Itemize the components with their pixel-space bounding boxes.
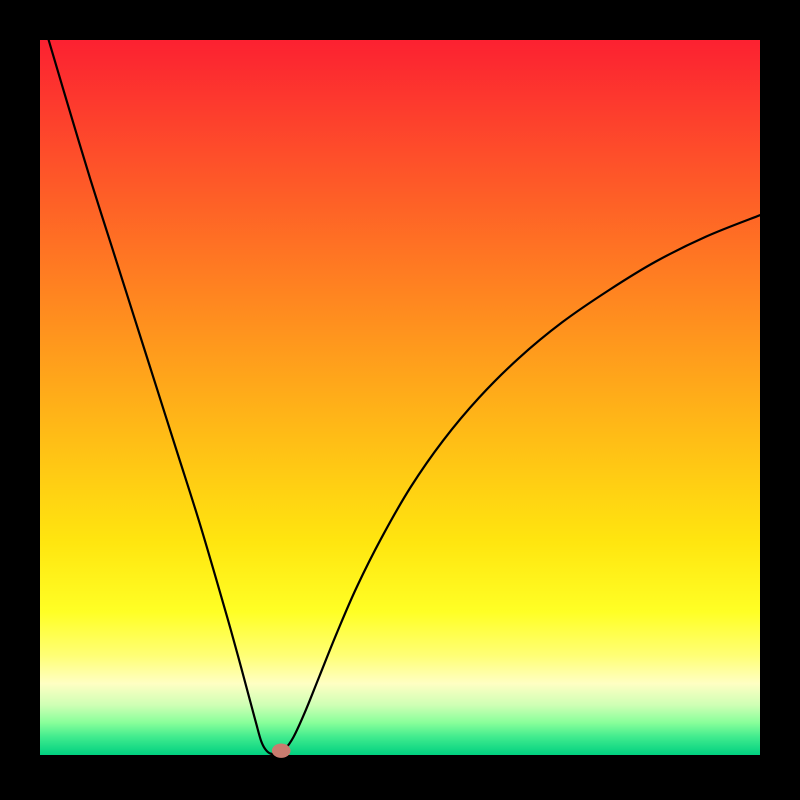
plot-background-gradient [40,40,760,755]
optimal-point-marker [272,744,291,758]
bottleneck-chart [0,0,800,800]
chart-stage: TheBottleneck.com [0,0,800,800]
